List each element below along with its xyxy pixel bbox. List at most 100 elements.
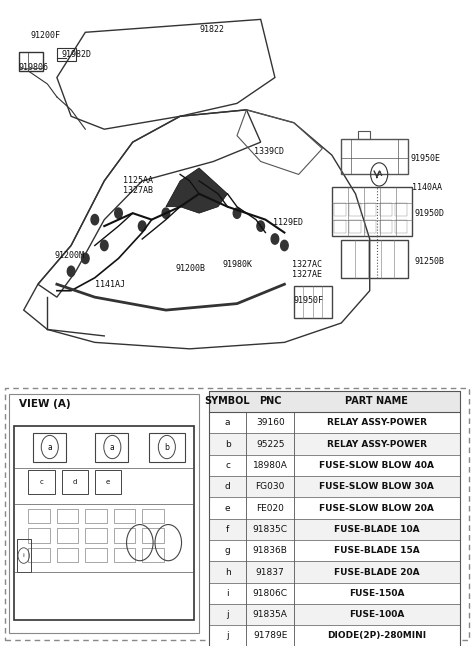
Bar — [114, 548, 135, 562]
Text: FUSE-BLADE 15A: FUSE-BLADE 15A — [334, 547, 419, 555]
Circle shape — [162, 208, 170, 218]
Bar — [95, 470, 121, 494]
Bar — [209, 412, 460, 433]
Bar — [341, 240, 408, 278]
Bar — [209, 519, 460, 540]
Bar — [341, 139, 408, 174]
Text: a: a — [110, 443, 115, 452]
Bar — [57, 548, 78, 562]
Text: FUSE-BLADE 20A: FUSE-BLADE 20A — [334, 568, 419, 576]
Bar — [365, 220, 376, 233]
Text: e: e — [225, 504, 230, 512]
Text: b: b — [225, 440, 230, 448]
Bar — [9, 394, 199, 633]
Bar — [28, 509, 50, 523]
Text: b: b — [164, 443, 169, 452]
Bar — [294, 286, 332, 318]
Text: 91950E: 91950E — [410, 154, 440, 163]
Text: 1339CD: 1339CD — [254, 147, 283, 156]
Text: 91250B: 91250B — [415, 257, 445, 266]
Text: i: i — [23, 553, 25, 558]
Bar — [334, 220, 346, 233]
Text: c: c — [225, 461, 230, 470]
Circle shape — [138, 221, 146, 231]
Bar — [332, 187, 412, 236]
Text: 1327AB: 1327AB — [123, 186, 153, 195]
Bar — [209, 476, 460, 497]
Bar — [209, 433, 460, 455]
Text: a: a — [47, 443, 52, 452]
Text: 39160: 39160 — [256, 419, 284, 427]
Text: FUSE-BLADE 10A: FUSE-BLADE 10A — [334, 525, 419, 534]
Bar — [209, 583, 460, 604]
Bar — [142, 548, 164, 562]
Polygon shape — [166, 168, 228, 213]
Text: 18980A: 18980A — [253, 461, 288, 470]
Bar — [57, 509, 78, 523]
Text: SYMBOL: SYMBOL — [205, 397, 250, 406]
Bar — [57, 528, 78, 543]
Text: 1125AA: 1125AA — [123, 176, 153, 185]
Bar — [209, 540, 460, 561]
Bar — [114, 509, 135, 523]
Text: d: d — [73, 479, 77, 485]
Circle shape — [82, 253, 89, 264]
Text: 91835C: 91835C — [253, 525, 288, 534]
Text: FUSE-SLOW BLOW 40A: FUSE-SLOW BLOW 40A — [319, 461, 434, 470]
Text: 91836B: 91836B — [253, 547, 288, 555]
Bar — [209, 391, 460, 646]
Text: FUSE-100A: FUSE-100A — [349, 610, 404, 619]
Bar — [17, 539, 31, 572]
Text: j: j — [226, 632, 229, 640]
Text: e: e — [106, 479, 110, 485]
Circle shape — [281, 240, 288, 251]
Bar — [395, 203, 407, 216]
Text: 1140AA: 1140AA — [412, 183, 442, 192]
Text: 91950D: 91950D — [415, 209, 445, 218]
Text: i: i — [226, 589, 229, 598]
Text: FUSE-SLOW BLOW 20A: FUSE-SLOW BLOW 20A — [319, 504, 434, 512]
Bar — [349, 220, 361, 233]
Text: 91789E: 91789E — [253, 632, 287, 640]
Bar — [85, 509, 107, 523]
Circle shape — [233, 208, 241, 218]
Text: 91980K: 91980K — [223, 260, 253, 269]
Bar — [28, 528, 50, 543]
Circle shape — [91, 214, 99, 225]
Bar — [349, 203, 361, 216]
Text: 91806C: 91806C — [253, 589, 288, 598]
Text: 91835A: 91835A — [253, 610, 288, 619]
Text: 91200F: 91200F — [31, 31, 61, 40]
Bar — [57, 48, 76, 61]
Bar — [114, 528, 135, 543]
Text: f: f — [226, 525, 229, 534]
Text: PNC: PNC — [259, 397, 282, 406]
Bar — [28, 548, 50, 562]
Text: 91200M: 91200M — [55, 251, 84, 260]
Bar — [28, 470, 55, 494]
Text: 95225: 95225 — [256, 440, 284, 448]
Text: PART NAME: PART NAME — [346, 397, 408, 406]
Circle shape — [257, 221, 264, 231]
Text: j: j — [226, 610, 229, 619]
Text: 91982D: 91982D — [62, 50, 91, 59]
Bar — [380, 203, 392, 216]
Bar — [358, 131, 370, 139]
Text: FE020: FE020 — [256, 504, 284, 512]
Text: FG030: FG030 — [255, 483, 285, 491]
Bar — [395, 220, 407, 233]
Bar — [209, 497, 460, 519]
Bar — [142, 509, 164, 523]
Bar — [209, 604, 460, 625]
Text: FUSE-150A: FUSE-150A — [349, 589, 405, 598]
Text: 91837: 91837 — [256, 568, 284, 576]
Text: d: d — [225, 483, 230, 491]
Text: 1327AC: 1327AC — [292, 260, 321, 269]
Text: 91822: 91822 — [199, 25, 224, 34]
Circle shape — [115, 208, 122, 218]
Text: 1141AJ: 1141AJ — [95, 280, 125, 289]
Text: FUSE-SLOW BLOW 30A: FUSE-SLOW BLOW 30A — [319, 483, 434, 491]
Bar — [62, 470, 88, 494]
Text: 91200B: 91200B — [175, 264, 205, 273]
Bar — [85, 548, 107, 562]
